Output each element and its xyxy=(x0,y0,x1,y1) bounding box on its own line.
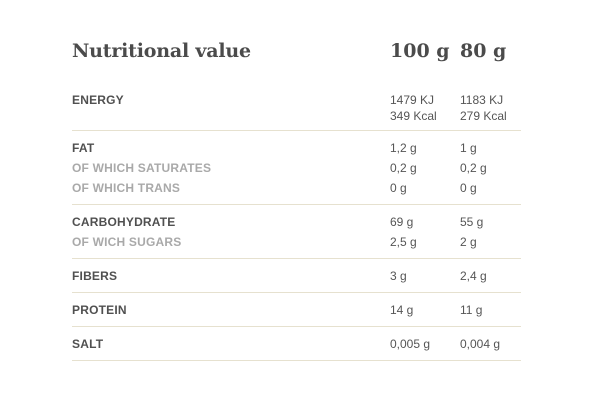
sugars-label: OF WICH SUGARS xyxy=(72,235,182,249)
protein-value-80g: 11 g xyxy=(460,303,483,317)
table-title: Nutritional value xyxy=(72,40,251,62)
energy-kj-100g: 1479 KJ xyxy=(390,93,435,107)
energy-row: ENERGY 1479 KJ 349 Kcal 1183 KJ 279 Kcal xyxy=(72,92,521,124)
fibers-label: FIBERS xyxy=(72,269,118,283)
energy-label: ENERGY xyxy=(72,93,124,107)
fibers-value-80g: 2,4 g xyxy=(460,269,487,283)
fibers-row: FIBERS 3 g 2,4 g xyxy=(72,266,521,286)
protein-group: PROTEIN 14 g 11 g xyxy=(72,293,521,327)
sugars-value-100g: 2,5 g xyxy=(390,235,417,249)
trans-row: OF WHICH TRANS 0 g 0 g xyxy=(72,178,521,198)
trans-value-80g: 0 g xyxy=(460,181,477,195)
fat-row: FAT 1,2 g 1 g xyxy=(72,138,521,158)
carbohydrate-group: CARBOHYDRATE 69 g 55 g OF WICH SUGARS 2,… xyxy=(72,205,521,259)
carbohydrate-row: CARBOHYDRATE 69 g 55 g xyxy=(72,212,521,232)
energy-value-100g: 1479 KJ 349 Kcal xyxy=(390,92,437,124)
carbohydrate-value-80g: 55 g xyxy=(460,215,484,229)
carbohydrate-label: CARBOHYDRATE xyxy=(72,215,176,229)
saturates-row: OF WHICH SATURATES 0,2 g 0,2 g xyxy=(72,158,521,178)
fat-value-100g: 1,2 g xyxy=(390,141,417,155)
saturates-label: OF WHICH SATURATES xyxy=(72,161,212,175)
fat-group: FAT 1,2 g 1 g OF WHICH SATURATES 0,2 g 0… xyxy=(72,131,521,205)
salt-row: SALT 0,005 g 0,004 g xyxy=(72,334,521,354)
saturates-value-80g: 0,2 g xyxy=(460,161,487,175)
trans-label: OF WHICH TRANS xyxy=(72,181,181,195)
saturates-value-100g: 0,2 g xyxy=(390,161,417,175)
energy-kcal-100g: 349 Kcal xyxy=(390,109,437,123)
nutrition-table: Nutritional value 100 g 80 g ENERGY 1479… xyxy=(72,36,521,361)
carbohydrate-value-100g: 69 g xyxy=(390,215,414,229)
column-header-100g: 100 g xyxy=(390,40,450,62)
fibers-value-100g: 3 g xyxy=(390,269,407,283)
column-header-80g: 80 g xyxy=(460,40,507,62)
protein-label: PROTEIN xyxy=(72,303,127,317)
energy-value-80g: 1183 KJ 279 Kcal xyxy=(460,92,507,124)
fibers-group: FIBERS 3 g 2,4 g xyxy=(72,259,521,293)
energy-kcal-80g: 279 Kcal xyxy=(460,109,507,123)
fat-value-80g: 1 g xyxy=(460,141,477,155)
protein-row: PROTEIN 14 g 11 g xyxy=(72,300,521,320)
energy-group: ENERGY 1479 KJ 349 Kcal 1183 KJ 279 Kcal xyxy=(72,92,521,131)
fat-label: FAT xyxy=(72,141,95,155)
protein-value-100g: 14 g xyxy=(390,303,414,317)
salt-label: SALT xyxy=(72,337,104,351)
salt-value-100g: 0,005 g xyxy=(390,337,431,351)
energy-kj-80g: 1183 KJ xyxy=(460,93,504,107)
salt-value-80g: 0,004 g xyxy=(460,337,501,351)
sugars-row: OF WICH SUGARS 2,5 g 2 g xyxy=(72,232,521,252)
salt-group: SALT 0,005 g 0,004 g xyxy=(72,327,521,361)
table-header: Nutritional value 100 g 80 g xyxy=(72,36,521,72)
sugars-value-80g: 2 g xyxy=(460,235,477,249)
trans-value-100g: 0 g xyxy=(390,181,407,195)
